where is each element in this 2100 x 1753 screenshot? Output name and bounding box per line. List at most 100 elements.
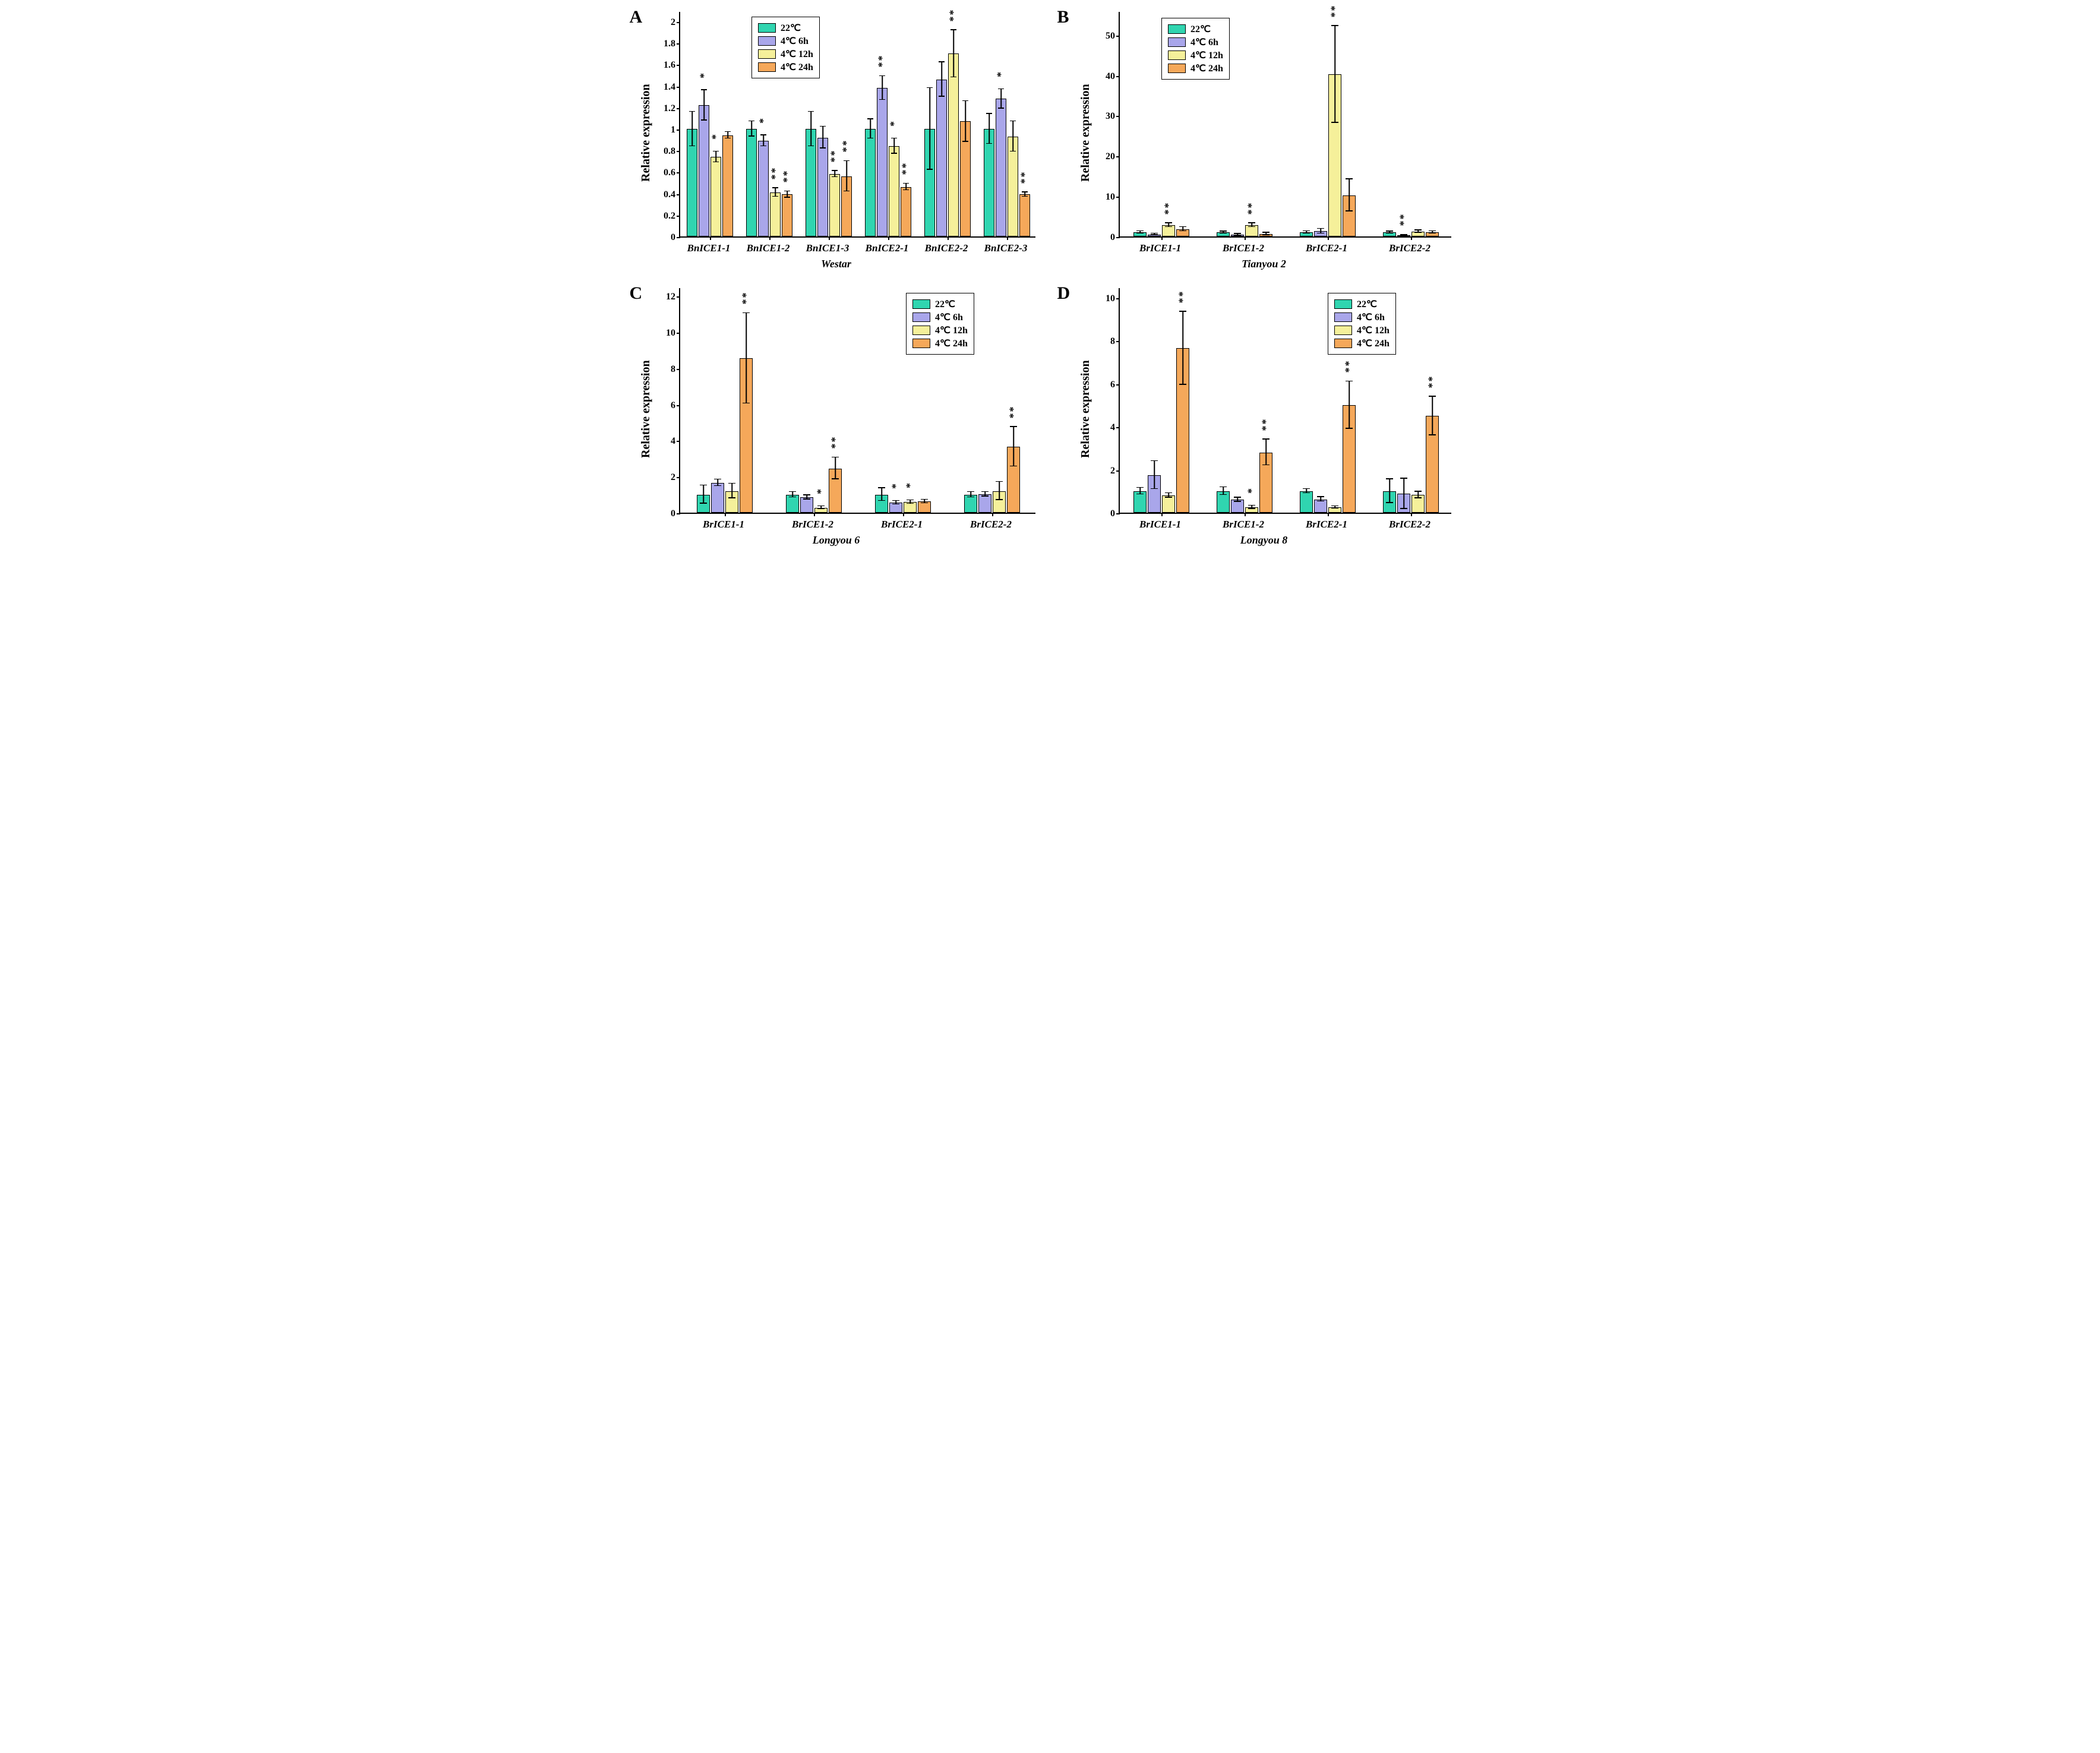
legend-swatch (1168, 64, 1186, 73)
legend-row: 4℃ 24h (758, 61, 813, 73)
legend-label: 22℃ (1357, 298, 1377, 310)
bar-group: * * (875, 495, 931, 513)
bar-group: * * (687, 105, 733, 236)
bar (960, 121, 971, 236)
legend-label: 22℃ (781, 22, 801, 34)
bar-group: ** (1383, 232, 1439, 236)
bar: ** (841, 176, 852, 236)
plot-area: ** (679, 288, 1035, 514)
bar (1343, 195, 1356, 236)
bar: * (758, 141, 769, 236)
bar-group: ** (697, 358, 753, 513)
bar: ** (740, 358, 753, 513)
legend: 22℃ 4℃ 6h 4℃ 12h 4℃ 24h (751, 17, 820, 78)
plot-area: * * (679, 12, 1035, 238)
bar (725, 491, 738, 513)
x-axis-labels: BrICE1-1BrICE1-2BrICE2-1BrICE2-2 (1119, 242, 1451, 254)
bar (1383, 491, 1396, 513)
bar-group: ** (924, 53, 971, 236)
bar (924, 129, 935, 236)
bar (1217, 232, 1230, 236)
legend: 22℃ 4℃ 6h 4℃ 12h 4℃ 24h (1328, 293, 1396, 355)
y-axis-label: Relative expression (637, 12, 653, 254)
panel-subtitle: Westar (821, 258, 851, 270)
bar: * (699, 105, 709, 236)
legend-row: 22℃ (758, 22, 813, 34)
bar: * (904, 502, 917, 513)
legend-label: 4℃ 12h (1357, 324, 1390, 336)
panel-b: B Relative expression 01020304050 (1062, 12, 1466, 270)
bar (800, 497, 813, 513)
legend-label: 22℃ (1190, 23, 1211, 35)
legend-swatch (1334, 326, 1352, 335)
bar: ** (1245, 225, 1258, 236)
bar (722, 135, 733, 236)
legend-label: 4℃ 24h (781, 61, 813, 73)
y-axis-label: Relative expression (1076, 288, 1092, 530)
legend-label: 4℃ 24h (935, 337, 968, 349)
bar-group: ** ** (806, 129, 852, 236)
legend-swatch (1334, 312, 1352, 322)
bar (1300, 491, 1313, 513)
bar (865, 129, 876, 236)
legend-label: 4℃ 12h (1190, 49, 1223, 61)
bar: * (889, 146, 899, 236)
bar: ** (829, 469, 842, 513)
bar: * (889, 503, 902, 513)
bar (1217, 491, 1230, 513)
bar-group: ** * ** (865, 88, 911, 236)
category-label: BrICE1-1 (1119, 519, 1202, 530)
legend-row: 22℃ (1334, 298, 1390, 310)
legend-label: 4℃ 6h (1357, 311, 1385, 323)
bar: ** (1007, 447, 1020, 513)
legend-label: 4℃ 12h (935, 324, 968, 336)
bar: ** (770, 192, 781, 236)
bar (687, 129, 697, 236)
category-label: BnICE1-1 (679, 242, 738, 254)
bar (984, 129, 994, 236)
bar (1314, 231, 1327, 236)
legend-swatch (758, 49, 776, 59)
category-label: BrICE2-1 (857, 519, 946, 530)
bar: ** (901, 187, 911, 236)
bar (806, 129, 816, 236)
legend-row: 4℃ 12h (912, 324, 968, 336)
legend-row: 4℃ 6h (912, 311, 968, 323)
category-label: BrICE2-2 (946, 519, 1035, 530)
legend-swatch (1168, 24, 1186, 34)
bar (1383, 232, 1396, 236)
bar (817, 138, 828, 236)
category-label: BrICE1-2 (1202, 519, 1285, 530)
panel-a: A Relative expression 00.20.40.60.811.21… (634, 12, 1038, 270)
legend-row: 4℃ 6h (1168, 36, 1223, 48)
legend-swatch (912, 312, 930, 322)
legend-row: 4℃ 12h (1168, 49, 1223, 61)
bar (1328, 507, 1341, 513)
bar: ** (1426, 416, 1439, 513)
bar (1314, 500, 1327, 513)
bar (711, 483, 724, 513)
legend-label: 4℃ 6h (1190, 36, 1218, 48)
legend-swatch (758, 23, 776, 33)
bar (1426, 232, 1439, 236)
legend-row: 4℃ 24h (1334, 337, 1390, 349)
bar-group: ** (1133, 348, 1189, 513)
category-label: BrICE1-1 (679, 519, 768, 530)
panel-c: C Relative expression 024681012 (634, 288, 1038, 547)
bar (875, 495, 888, 513)
bar (964, 495, 977, 513)
bar (1162, 495, 1175, 513)
legend-row: 4℃ 12h (1334, 324, 1390, 336)
bar (1411, 232, 1425, 236)
bar: ** (1343, 405, 1356, 513)
bar-group: ** (1217, 225, 1272, 236)
plot-area: ** (1119, 12, 1451, 238)
bar-group: ** (964, 447, 1020, 513)
bar (1148, 475, 1161, 513)
legend-row: 22℃ (912, 298, 968, 310)
bar (978, 494, 991, 513)
bar (1008, 137, 1018, 236)
y-axis-label: Relative expression (1076, 12, 1092, 254)
plot-area: ** (1119, 288, 1451, 514)
legend-swatch (1168, 50, 1186, 60)
